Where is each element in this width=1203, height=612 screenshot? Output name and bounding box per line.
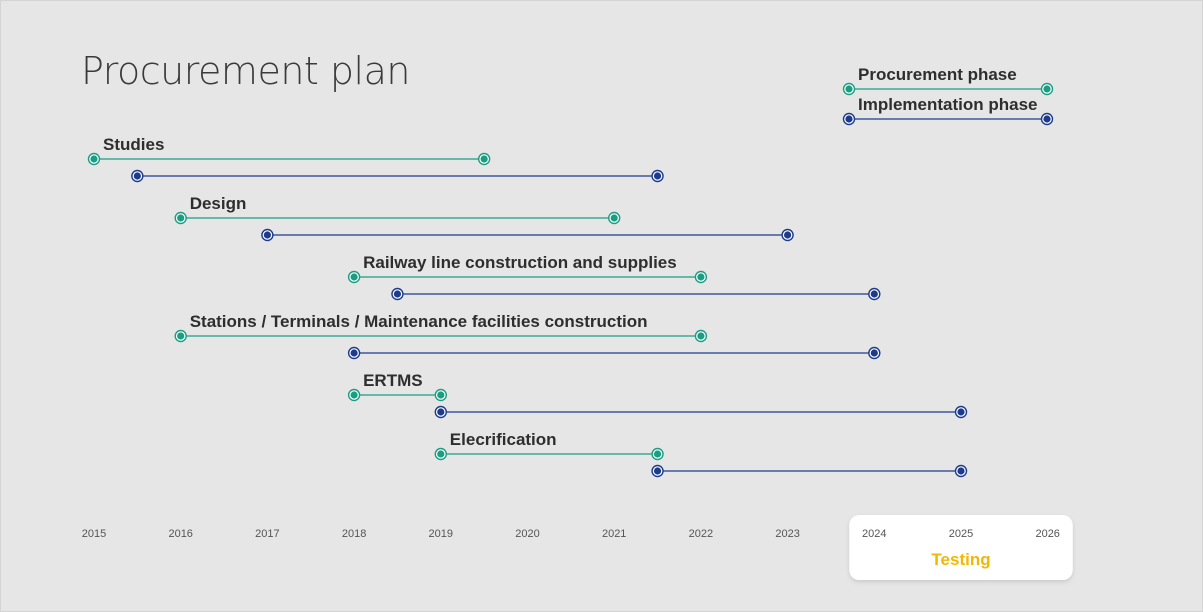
x-tick-label: 2018: [342, 528, 366, 540]
implementation-bar-start-dot-core: [437, 408, 445, 416]
testing-box: [849, 515, 1073, 580]
task-label: Railway line construction and supplies: [363, 253, 677, 272]
implementation-bar-start-dot-core: [393, 290, 402, 298]
x-tick-label: 2016: [168, 528, 192, 540]
legend-swatch-procurement-end-dot-core: [1043, 85, 1051, 93]
procurement-bar-end-dot-core: [610, 214, 618, 222]
implementation-bar-end-dot-core: [957, 467, 965, 475]
x-tick-label: 2017: [255, 528, 279, 540]
procurement-bar-start-dot-core: [90, 155, 98, 163]
task-label: Stations / Terminals / Maintenance facil…: [190, 312, 648, 331]
legend-swatch-implementation-end-dot-core: [1043, 115, 1051, 123]
procurement-bar-end-dot-core: [697, 332, 705, 340]
implementation-bar-end-dot-core: [957, 408, 965, 416]
task-row: Elecrification: [434, 430, 968, 478]
task-label: ERTMS: [363, 371, 423, 390]
procurement-bar-end-dot-core: [480, 155, 488, 163]
task-row: Design: [174, 194, 794, 242]
task-label: Design: [190, 194, 247, 213]
x-tick-label: 2023: [775, 528, 799, 540]
implementation-bar-start-dot-core: [133, 172, 141, 180]
implementation-bar-end-dot-core: [870, 349, 878, 357]
procurement-bar-start-dot-core: [177, 332, 185, 340]
procurement-bar-start-dot-core: [177, 214, 185, 222]
implementation-bar-end-dot-core: [870, 290, 878, 298]
task-row: Railway line construction and supplies: [347, 253, 881, 301]
procurement-bar-start-dot-core: [350, 391, 358, 399]
procurement-bar-end-dot-core: [437, 391, 445, 399]
x-tick-label: 2025: [949, 528, 973, 540]
task-row: Studies: [87, 135, 664, 183]
procurement-bar-start-dot-core: [350, 273, 358, 281]
x-tick-label: 2021: [602, 528, 626, 540]
legend-swatch-implementation-start-dot-core: [845, 115, 853, 123]
task-label: Elecrification: [450, 430, 557, 449]
x-tick-label: 2015: [82, 528, 106, 540]
implementation-bar-start-dot-core: [350, 349, 358, 357]
implementation-bar-end-dot-core: [653, 172, 662, 180]
page-title: Procurement plan: [81, 49, 410, 93]
implementation-bar-start-dot-core: [263, 231, 271, 239]
task-row: Stations / Terminals / Maintenance facil…: [174, 312, 881, 360]
testing-label: Testing: [931, 550, 990, 569]
legend-swatch-procurement-start-dot-core: [845, 85, 853, 93]
x-tick-label: 2024: [862, 528, 886, 540]
task-label: Studies: [103, 135, 164, 154]
legend-label: Procurement phase: [858, 65, 1017, 84]
x-tick-label: 2022: [689, 528, 713, 540]
legend: Procurement phase Implementation phase: [842, 65, 1054, 126]
procurement-bar-start-dot-core: [437, 450, 445, 458]
legend-label: Implementation phase: [858, 95, 1037, 114]
procurement-bar-end-dot-core: [697, 273, 705, 281]
task-row: ERTMS: [347, 371, 968, 419]
x-tick-label: 2020: [515, 528, 539, 540]
x-tick-label: 2026: [1035, 528, 1059, 540]
x-tick-label: 2019: [429, 528, 453, 540]
implementation-bar-end-dot-core: [784, 231, 792, 239]
implementation-bar-start-dot-core: [653, 467, 662, 475]
procurement-bar-end-dot-core: [653, 450, 662, 458]
